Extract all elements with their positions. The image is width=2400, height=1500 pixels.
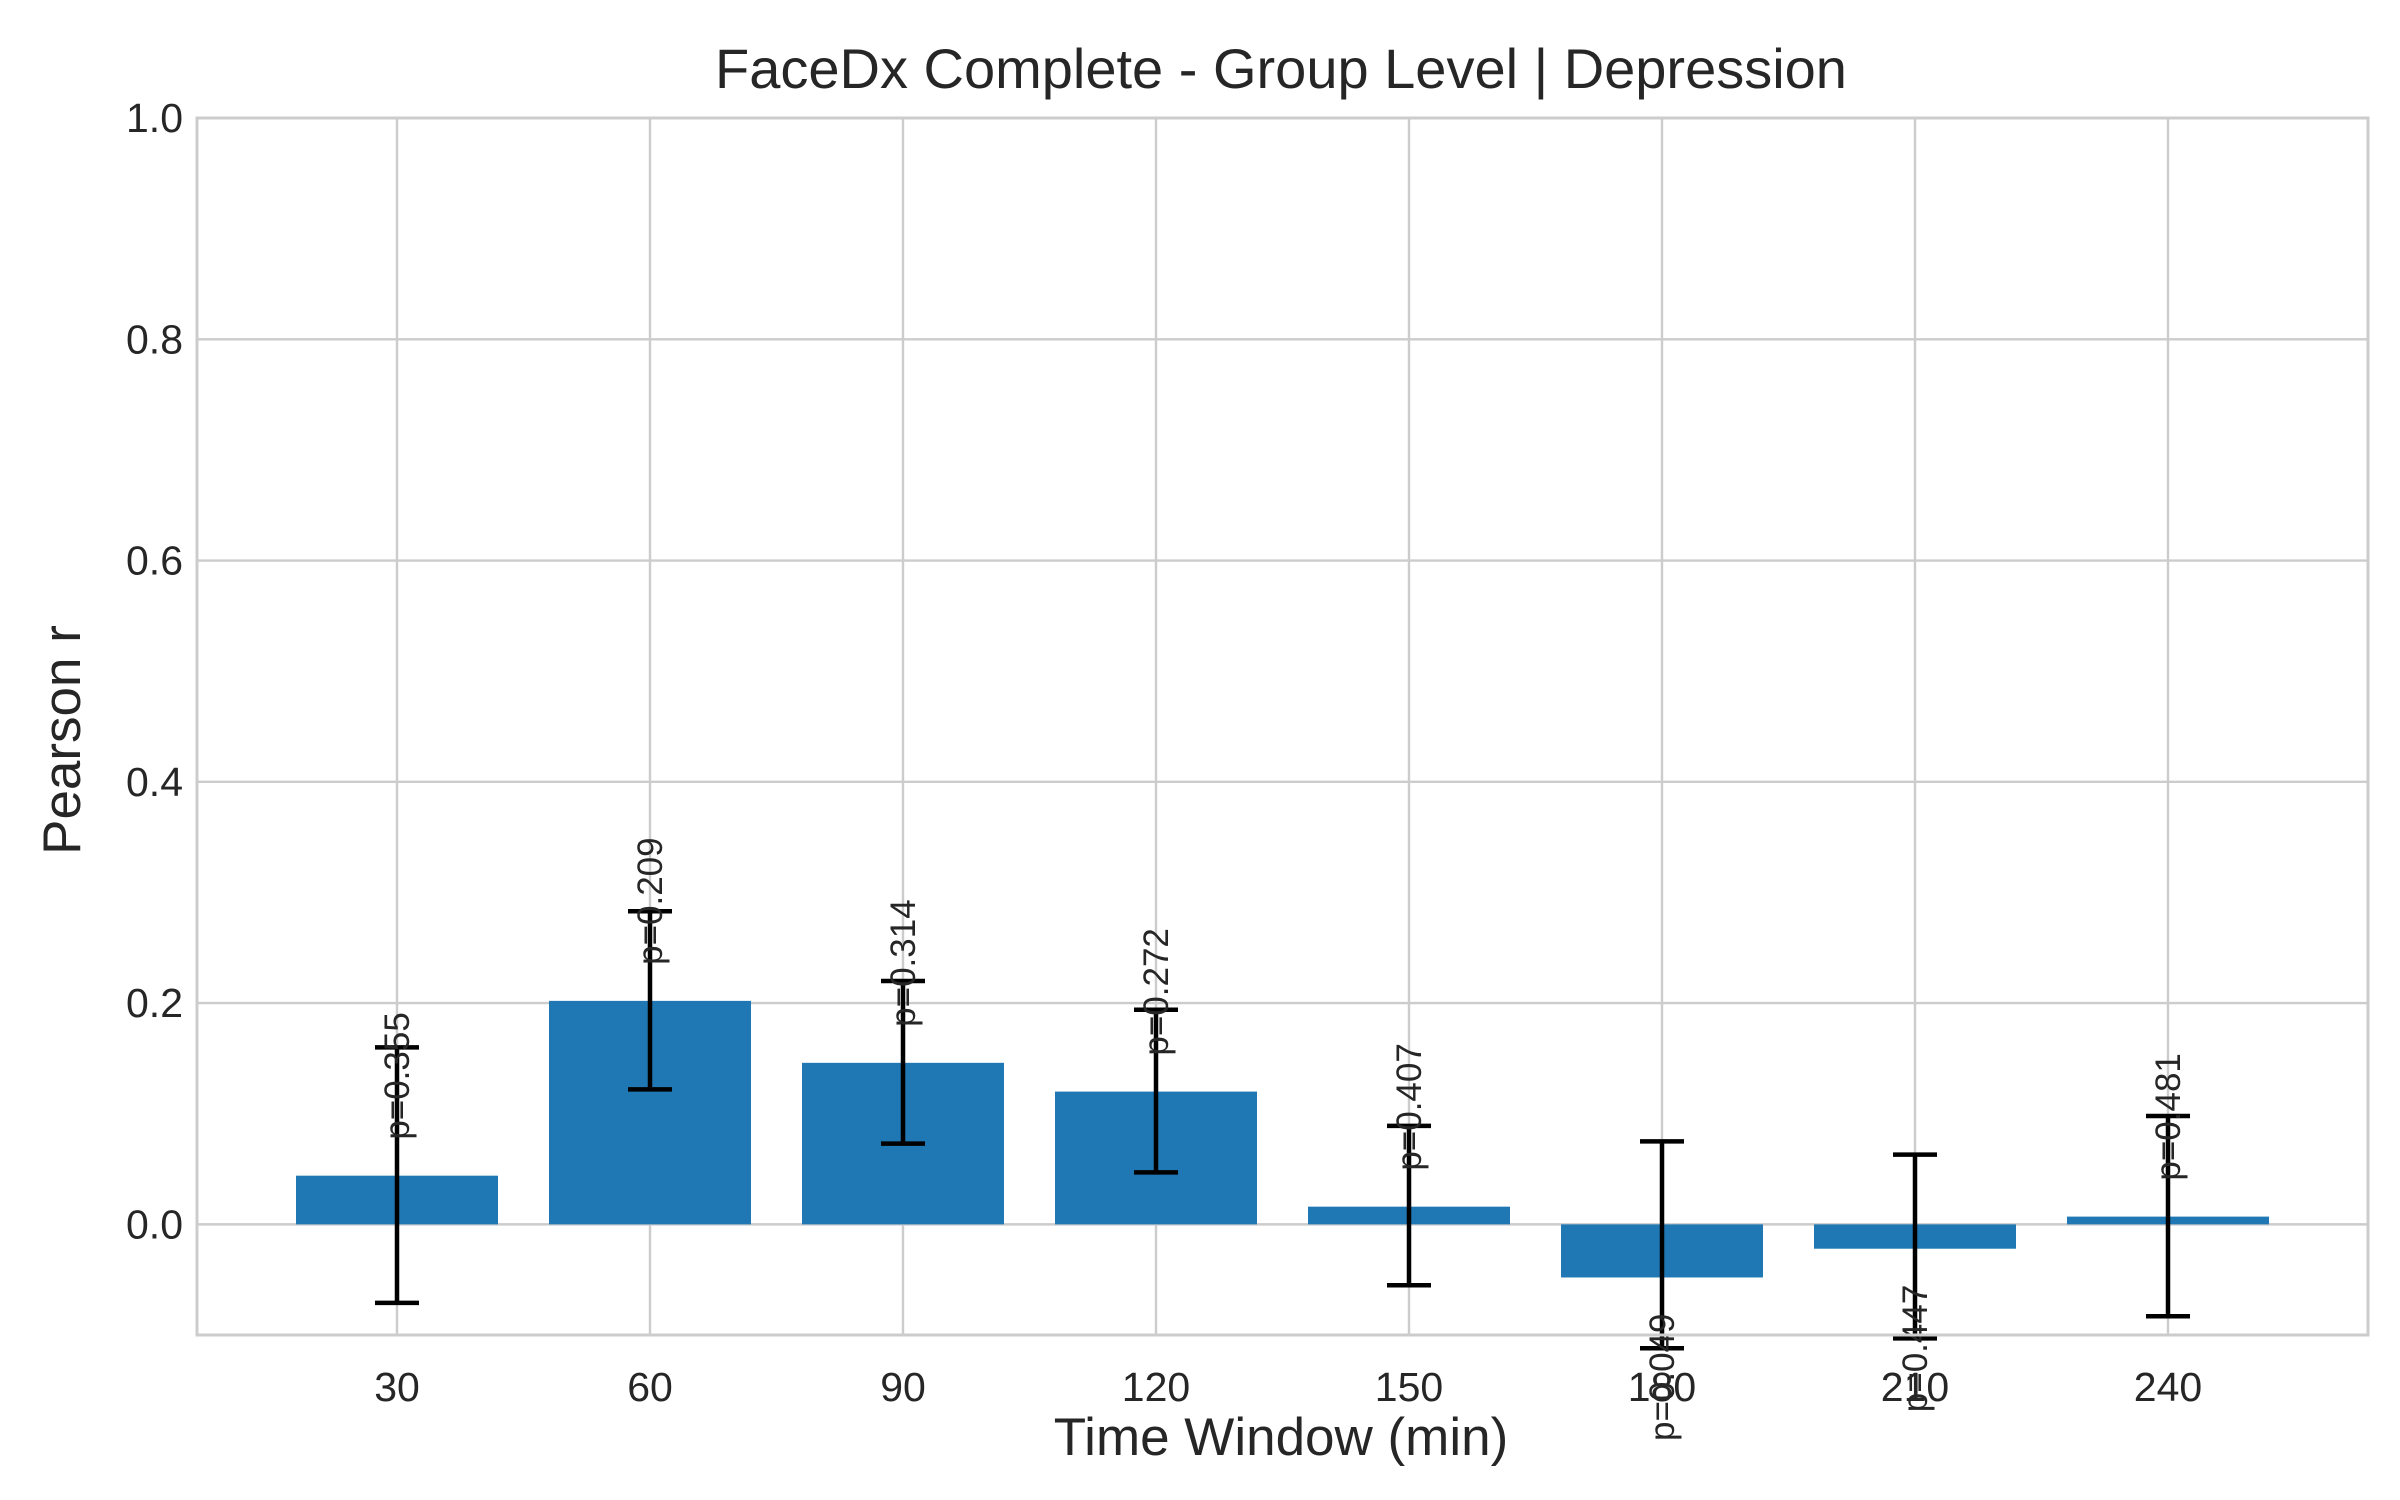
error-bar xyxy=(1640,1139,1684,1351)
x-tick-labels: 30 60 90 120 150 180 210 240 xyxy=(374,1364,2202,1410)
error-bar xyxy=(1893,1152,1937,1341)
p-value-label: p=0.355 xyxy=(378,1012,417,1140)
error-bar xyxy=(375,1045,419,1306)
x-tick-label: 150 xyxy=(1375,1364,1443,1410)
y-axis-label: Pearson r xyxy=(33,625,92,855)
error-bars xyxy=(375,909,2190,1351)
grid-lines xyxy=(197,116,2368,1335)
error-bar xyxy=(628,909,672,1092)
error-bar xyxy=(1387,1123,1431,1288)
y-tick-label: 0.8 xyxy=(126,316,183,362)
y-tick-label: 0.4 xyxy=(126,759,183,805)
p-value-label: p=0.209 xyxy=(631,837,670,965)
error-bar xyxy=(2146,1113,2190,1319)
p-value-label: p=0.447 xyxy=(1896,1285,1935,1413)
x-tick-label: 90 xyxy=(880,1364,926,1410)
y-tick-labels: 1.0 0.8 0.6 0.4 0.2 0.0 xyxy=(126,95,183,1247)
x-tick-label: 180 xyxy=(1628,1364,1696,1410)
bars xyxy=(296,1000,2269,1278)
p-value-label: p=0.481 xyxy=(2149,1053,2188,1181)
y-tick-label: 1.0 xyxy=(126,95,183,141)
y-tick-label: 0.0 xyxy=(126,1201,183,1247)
x-tick-label: 240 xyxy=(2134,1364,2202,1410)
p-value-label: p=0.407 xyxy=(1390,1043,1429,1171)
error-bar xyxy=(881,978,925,1146)
chart-title: FaceDx Complete - Group Level | Depressi… xyxy=(715,37,1847,100)
x-tick-label: 60 xyxy=(627,1364,673,1410)
p-value-label: p=0.314 xyxy=(884,899,923,1027)
x-tick-label: 210 xyxy=(1881,1364,1949,1410)
x-tick-label: 30 xyxy=(374,1364,420,1410)
p-value-label: p=0.272 xyxy=(1137,928,1176,1056)
x-axis-label: Time Window (min) xyxy=(1054,1408,1508,1467)
y-tick-label: 0.2 xyxy=(126,980,183,1026)
y-tick-label: 0.6 xyxy=(126,538,183,584)
error-bar xyxy=(1134,1007,1178,1175)
plot-frame xyxy=(195,116,2370,1337)
x-tick-label: 120 xyxy=(1122,1364,1190,1410)
